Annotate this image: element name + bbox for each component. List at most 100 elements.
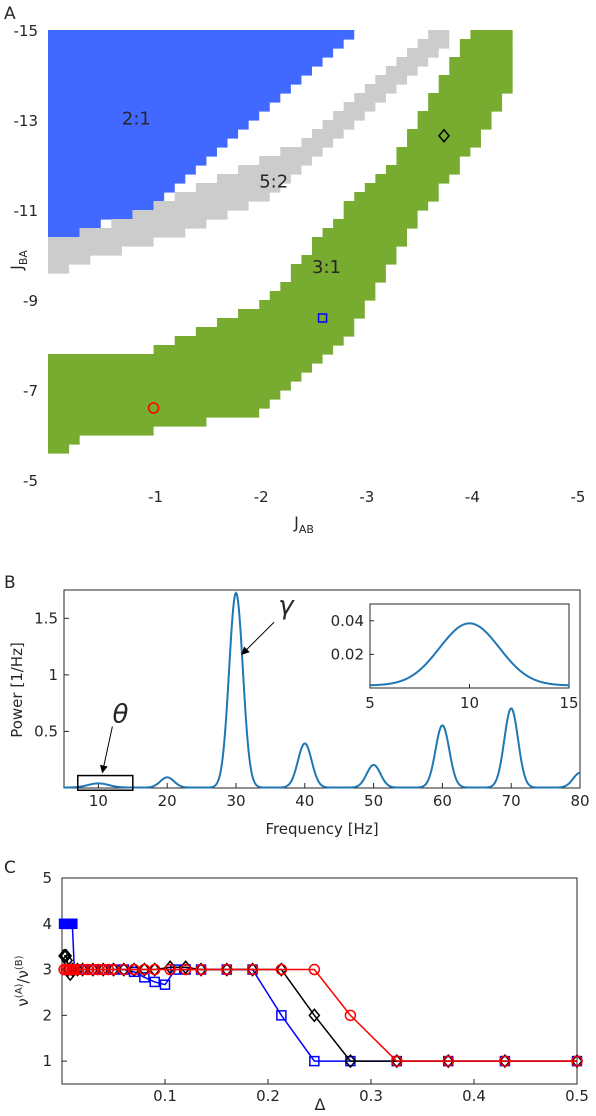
x-tick-label: -1 [148, 488, 163, 506]
data-point-circle [275, 963, 288, 976]
region-cell-2to1-16 [48, 174, 186, 184]
region-cell-2to1-22 [48, 228, 80, 238]
x-tick-label: -4 [465, 488, 480, 506]
region-cell-3to1-4 [449, 66, 513, 76]
region-cell-5to2-21 [111, 219, 207, 229]
region-cell-3to1-46 [48, 444, 70, 454]
data-point-circle [148, 963, 161, 976]
data-point-diamond [344, 1053, 357, 1069]
y-tick-label: -15 [14, 22, 39, 40]
region-cell-2to1-0 [48, 30, 355, 40]
inset-y-tick-label: 0.02 [331, 645, 364, 663]
y-tick-label: 5 [42, 869, 52, 887]
region-cell-3to1-13 [396, 147, 471, 157]
marker-circle [147, 402, 160, 414]
panel-a-label: A [4, 4, 16, 24]
region-cell-2to1-5 [48, 75, 302, 85]
region-cell-3to1-14 [396, 156, 460, 166]
region-label-3to1: 3:1 [312, 257, 341, 278]
data-point-square [276, 1010, 287, 1021]
x-tick-label: 0.4 [462, 1087, 486, 1105]
y-tick-label: -11 [14, 202, 39, 220]
data-point-diamond [195, 962, 208, 977]
region-cell-5to2-16 [216, 174, 291, 184]
region-cell-2to1-21 [48, 219, 101, 229]
region-cell-3to1-15 [385, 165, 460, 175]
inset-spectrum-line [369, 622, 570, 687]
gamma-arrow [241, 621, 275, 655]
y-tick-label: 0.5 [34, 722, 58, 740]
region-cell-3to1-38 [48, 372, 302, 382]
region-cell-5to2-23 [48, 237, 154, 247]
region-labels: 2:1 5:2 3:1 [122, 109, 341, 279]
data-point-diamond [59, 948, 72, 963]
region-cell-5to2-24 [48, 246, 122, 256]
y-tick-label: 3 [42, 961, 52, 979]
region-cell-3to1-29 [269, 291, 376, 301]
data-point-circle [442, 1055, 454, 1067]
region-cell-5to2-1 [417, 39, 450, 49]
region-cell-5to2-13 [280, 147, 323, 157]
panel-b: B 10 20 30 40 50 60 70 80 0.511.5 γθ Frequency … [4, 573, 590, 838]
data-point-diamond [62, 962, 75, 977]
data-point-square [149, 976, 160, 988]
series-line-square [64, 923, 577, 1062]
ratio-series [58, 918, 583, 1069]
y-tick-label: -7 [23, 382, 38, 400]
plot-frame-b [63, 589, 581, 789]
region-cell-5to2-4 [385, 66, 418, 76]
region-cell-3to1-21 [333, 219, 418, 229]
region-cell-5to2-15 [238, 165, 302, 175]
region-cell-2to1-11 [48, 129, 239, 139]
panel-b-label: B [4, 573, 16, 593]
region-cell-5to2-25 [48, 255, 91, 265]
y-axis-label: JBA [7, 250, 30, 271]
data-point-square [159, 979, 171, 990]
annotations-b: γθ [99, 591, 295, 774]
region-cell-3to1-3 [449, 57, 513, 67]
region-cell-3to1-17 [364, 183, 439, 193]
region-cell-5to2-26 [48, 264, 70, 274]
x-tick-label: 10 [89, 792, 108, 810]
data-point-circle [308, 963, 321, 976]
region-cell-5to2-22 [79, 228, 186, 238]
region-cell-3to1-20 [343, 210, 418, 220]
data-point-diamond [86, 962, 99, 977]
region-cell-2to1-20 [48, 210, 144, 220]
region-cell-3to1-27 [290, 273, 386, 283]
region-cell-2to1-9 [48, 111, 260, 121]
region-cell-5to2-7 [354, 93, 386, 103]
region-cell-3to1-40 [48, 390, 281, 400]
x-axis-label-c: Δ [315, 1095, 326, 1114]
region-cell-3to1-22 [322, 228, 408, 238]
x-tick-labels: -1 -2 -3 -4 -5 [148, 488, 585, 506]
region-cell-3to1-41 [48, 399, 270, 409]
x-tick-label: 60 [433, 792, 452, 810]
region-cell-2to1-3 [48, 57, 323, 67]
y-tick-labels-c: 1 2 3 4 5 [42, 869, 52, 1070]
data-point-circle [221, 963, 233, 976]
data-point-diamond [498, 1053, 511, 1069]
region-cell-3to1-5 [438, 75, 513, 85]
region-cell-5to2-0 [428, 30, 450, 40]
y-tick-labels-b: 0.5 1 1.5 [34, 609, 58, 740]
data-point-circle [102, 963, 115, 976]
region-cell-5to2-19 [153, 201, 249, 211]
y-tick-label: -9 [23, 292, 38, 310]
x-tick-label: 30 [226, 792, 245, 810]
region-cell-2to1-7 [48, 93, 281, 103]
region-cell-2to1-17 [48, 183, 175, 193]
data-point-diamond [442, 1053, 455, 1069]
data-point-square [67, 918, 78, 930]
y-axis-label-c: ν(A)/ν(B) [14, 955, 32, 1006]
region-cell-3to1-18 [354, 192, 439, 202]
data-point-circle [391, 1055, 403, 1067]
region-cell-2to1-10 [48, 120, 249, 130]
region-cell-3to1-33 [195, 327, 355, 337]
x-tick-label: 50 [364, 792, 383, 810]
theta-annotation: θ [112, 699, 128, 729]
inset-x-tick-labels: 5 10 15 [365, 694, 578, 712]
x-tick-label: 0.3 [359, 1087, 383, 1105]
region-cell-3to1-6 [438, 84, 513, 94]
